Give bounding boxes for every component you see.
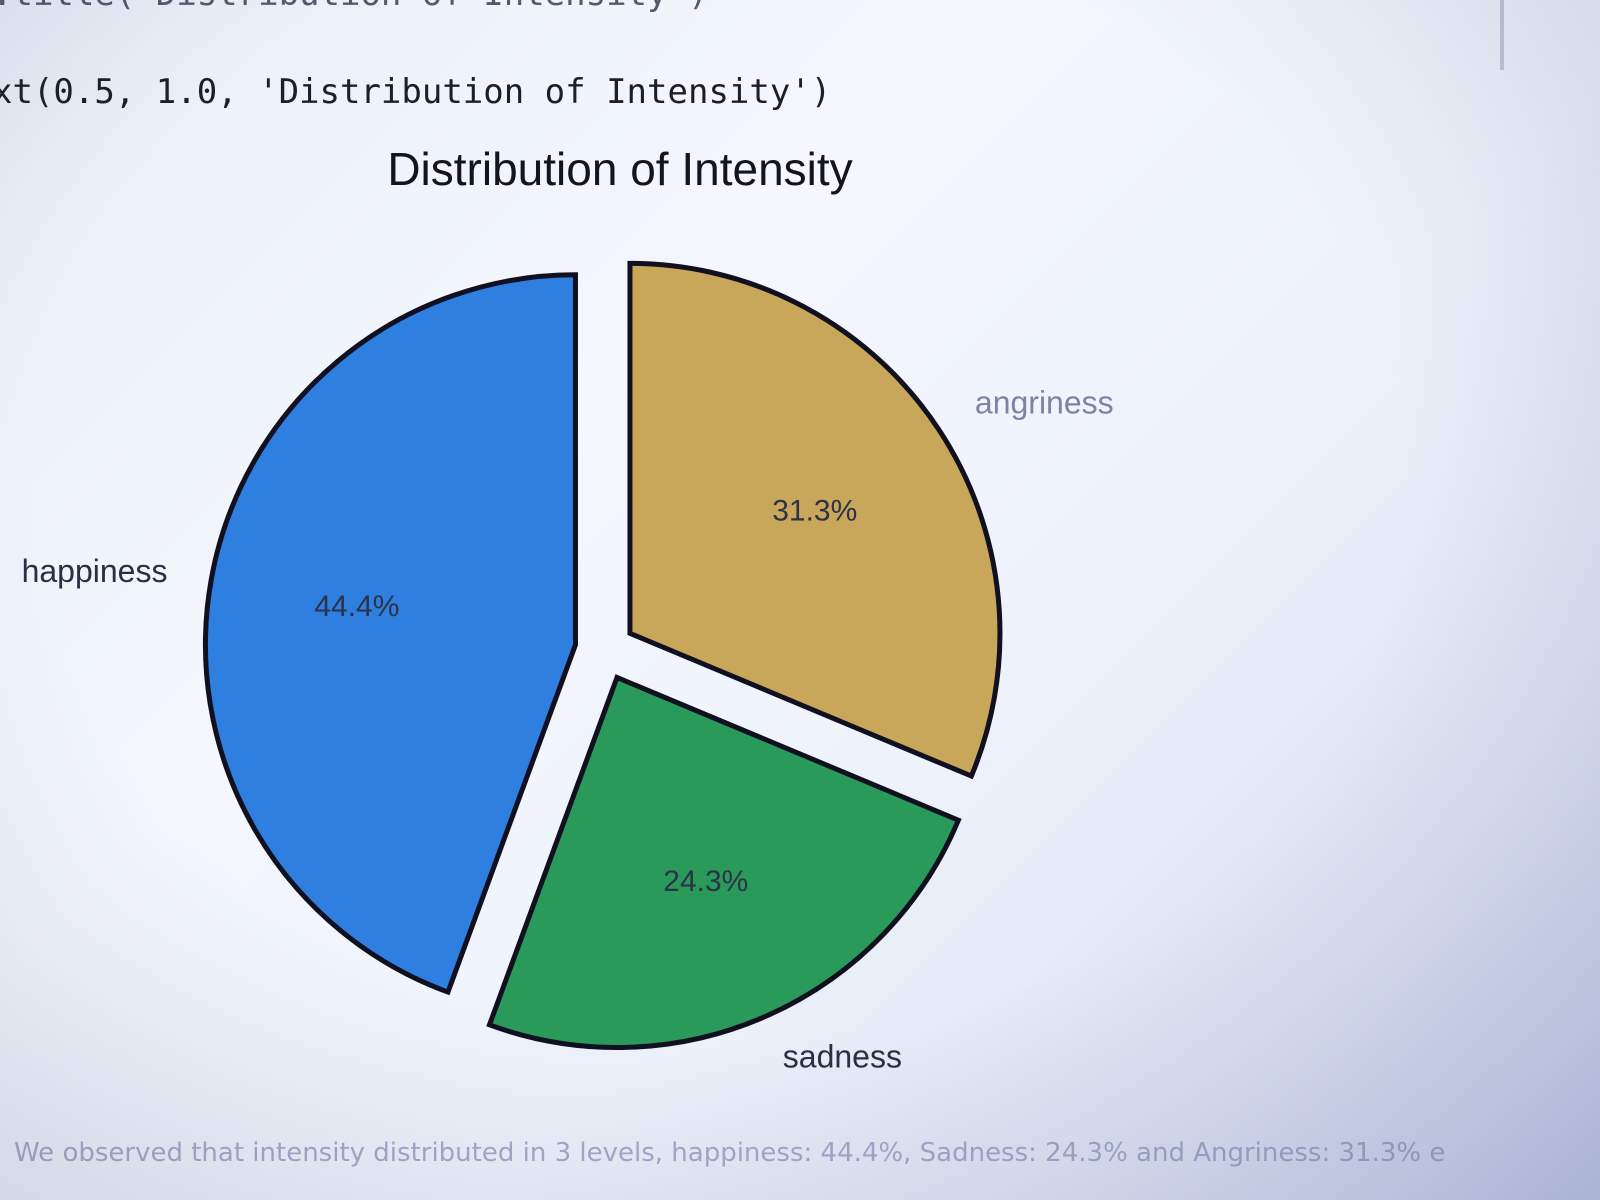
- pie-slice-happiness: [203, 272, 578, 996]
- chart-title: Distribution of Intensity: [387, 143, 852, 195]
- pie-category-label: happiness: [22, 553, 168, 589]
- pie-category-label: angriness: [975, 385, 1114, 421]
- pie-percent-label: 24.3%: [663, 865, 748, 898]
- caption-text: We observed that intensity distributed i…: [14, 1138, 1446, 1168]
- pie-percent-label: 31.3%: [772, 494, 857, 527]
- pie-slice-sadness: [486, 674, 962, 1050]
- pie-slice-angriness: [627, 260, 1003, 780]
- previous-code-line: .title('Distribution of Intensity'): [0, 0, 708, 14]
- scrollbar[interactable]: [1500, 0, 1504, 70]
- pie-category-label: sadness: [783, 1038, 902, 1074]
- pie-percent-label: 44.4%: [314, 590, 399, 623]
- code-output-line: xt(0.5, 1.0, 'Distribution of Intensity'…: [0, 72, 832, 112]
